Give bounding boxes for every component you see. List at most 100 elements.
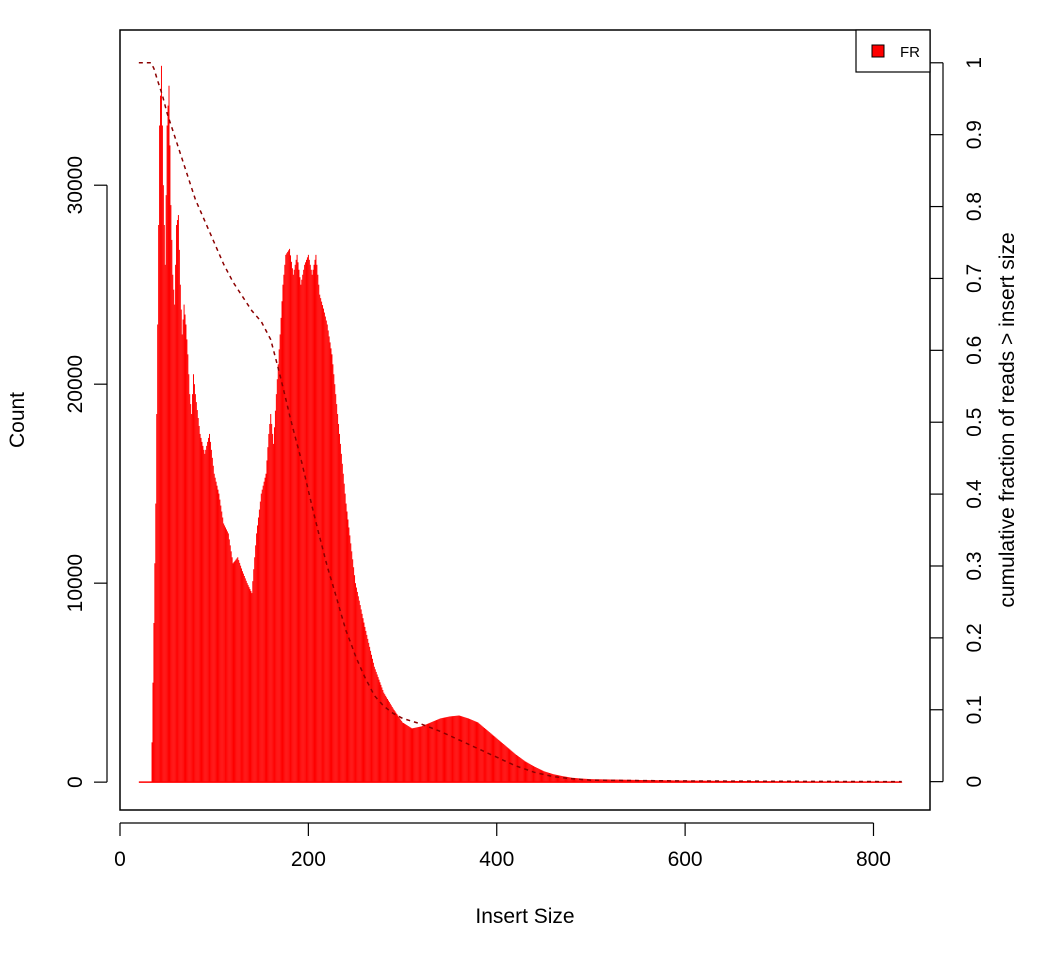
histogram-bar [354,575,356,783]
histogram-bar [377,677,379,783]
histogram-bar [483,727,485,783]
histogram-bar [569,777,571,783]
histogram-bar [555,774,557,783]
histogram-bar [426,724,428,783]
histogram-bar [532,765,534,783]
histogram-bar [348,527,350,783]
histogram-bar [217,489,219,783]
histogram-bar [325,320,327,783]
histogram-bar [212,465,214,783]
histogram-bar [548,772,550,783]
histogram-bar [418,727,420,783]
histogram-bar [688,780,690,783]
histogram-bar [551,773,553,783]
histogram-bar [469,719,471,783]
histogram-bar [529,763,531,783]
histogram-bar [391,706,393,783]
histogram-bar [207,441,209,783]
histogram-bar [598,779,600,783]
histogram-bar [243,576,245,783]
histogram-bar [183,304,185,783]
histogram-bar [552,774,554,783]
histogram-bar [631,779,633,783]
histogram-bar [473,720,475,783]
histogram-bar [513,752,515,783]
histogram-bar [630,779,632,783]
histogram-bar [463,716,465,783]
histogram-bar [157,324,159,783]
histogram-bar [257,517,259,783]
histogram-bar [625,779,627,783]
histogram-bar [384,694,386,783]
histogram-bar [450,716,452,783]
histogram-bar [410,727,412,783]
histogram-bar [578,778,580,783]
histogram-bar [442,717,444,783]
histogram-bar [297,262,299,783]
histogram-bar [246,583,248,783]
histogram-bar [506,747,508,783]
histogram-bar [901,781,903,783]
histogram-bar [421,726,423,783]
histogram-bar [252,581,254,783]
y2-tick-label: 0.6 [963,336,986,365]
histogram-bar [581,778,583,783]
histogram-bar [535,767,537,783]
histogram-bar [632,779,634,783]
histogram-bar [273,443,275,783]
histogram-bar [436,719,438,783]
histogram-bar [290,255,291,783]
histogram-bar [286,253,288,783]
histogram-bar [609,779,611,783]
histogram-bar [420,726,422,783]
x-axis: 0 200 400 600 800 [114,822,891,871]
histogram-bar [330,348,332,783]
histogram-bar [600,779,602,783]
histogram-bar [281,301,283,783]
histogram-bar [478,723,480,783]
histogram-bar [452,716,454,783]
histogram-bar [198,425,200,783]
histogram-bar [564,776,566,783]
histogram-bar [654,780,656,783]
histogram-bar [380,684,382,783]
histogram-bar [354,583,356,783]
histogram-bar [413,728,415,783]
histogram-bar [521,759,523,783]
histogram-bar [244,578,246,783]
histogram-bar [538,768,540,783]
histogram-bar [498,739,500,783]
histogram-bar [533,766,534,783]
histogram-bar [438,718,440,783]
histogram-bar [228,539,230,783]
histogram-bar [435,720,437,783]
histogram-bar [359,605,361,783]
histogram-bar [576,778,578,783]
histogram-bar [405,724,407,783]
histogram-bar [356,591,358,783]
histogram-bar [404,724,406,783]
y2-tick-label: 0.4 [963,479,986,509]
histogram-bar [583,778,585,783]
histogram-bar [585,778,587,783]
histogram-bar [437,719,439,783]
histogram-bar [179,284,181,783]
histogram-bar [307,254,309,783]
histogram-bar [274,410,276,783]
histogram-bar [566,776,568,783]
histogram-bar [610,779,612,783]
histogram-bar [263,481,265,783]
histogram-bar [561,775,563,783]
histogram-bar [592,779,594,783]
histogram-bar [240,565,242,783]
histogram-bar [232,563,234,783]
histogram-bar [285,254,287,783]
histogram-bar [302,274,304,783]
histogram-bar [422,725,424,783]
histogram-bar [658,780,660,783]
histogram-bar [541,770,543,783]
histogram-bar [231,557,233,783]
y2-tick-label: 0 [963,776,986,788]
histogram-bar [333,374,335,783]
histogram-bar [284,264,286,783]
